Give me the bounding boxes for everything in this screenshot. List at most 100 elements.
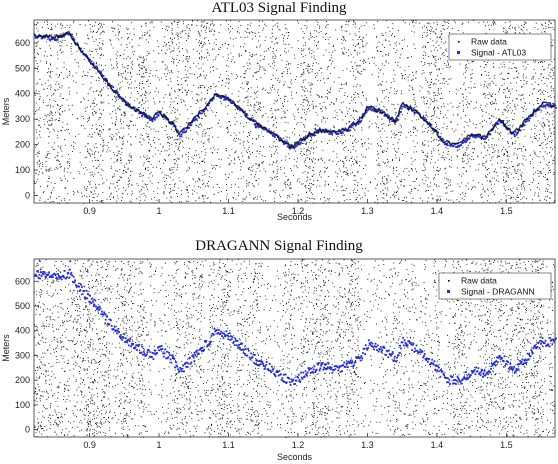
signal-point <box>267 368 270 370</box>
signal-point <box>80 283 82 286</box>
signal-point <box>203 340 206 342</box>
signal-point <box>497 356 500 359</box>
signal-point <box>272 135 275 137</box>
signal-point <box>433 360 436 363</box>
signal-point <box>143 353 146 355</box>
y-tick-label: 100 <box>15 400 30 410</box>
signal-point <box>139 111 142 113</box>
signal-point <box>536 346 539 348</box>
signal-point <box>148 115 150 118</box>
signal-point <box>367 339 370 342</box>
signal-point <box>396 356 398 359</box>
signal-point <box>480 370 483 373</box>
signal-point <box>401 105 404 108</box>
signal-point <box>479 371 481 374</box>
signal-point <box>259 360 261 362</box>
signal-point <box>190 361 193 364</box>
signal-point <box>413 111 416 114</box>
signal-point <box>439 375 442 378</box>
signal-point <box>357 123 360 125</box>
signal-point <box>180 370 183 373</box>
signal-point <box>422 356 425 359</box>
signal-point <box>474 373 477 376</box>
axes-frame <box>33 19 556 204</box>
signal-point <box>37 270 39 272</box>
signal-point <box>279 137 281 139</box>
signal-point <box>247 349 250 352</box>
signal-point <box>179 367 182 369</box>
chart-dragann: 0 100 200 300 400 500 600 0.9 1 1.1 1.2 1.3 1.4 1.5 Se… <box>1 258 557 462</box>
signal-point <box>349 129 352 132</box>
signal-point <box>88 301 91 303</box>
signal-point <box>110 325 113 327</box>
signal-point <box>397 119 399 121</box>
signal-point <box>437 131 439 134</box>
signal-point <box>441 137 444 140</box>
signal-point <box>254 363 257 365</box>
signal-point <box>200 112 202 115</box>
signal-point <box>300 376 303 379</box>
signal-point <box>540 105 543 108</box>
signal-point <box>141 345 144 348</box>
signal-point <box>286 145 289 148</box>
signal-point <box>66 32 69 34</box>
signal-point <box>402 105 405 108</box>
signal-point <box>368 342 371 345</box>
signal-point <box>542 341 545 344</box>
signal-point <box>40 275 43 277</box>
signal-point <box>74 279 76 282</box>
signal-point <box>341 131 344 134</box>
signal-point <box>255 123 258 125</box>
signal-point <box>350 126 353 129</box>
signal-point <box>134 346 137 349</box>
signal-point <box>159 345 161 348</box>
signal-point <box>238 344 240 346</box>
signal-point <box>312 368 315 371</box>
signal-point <box>72 280 74 283</box>
signal-point <box>423 353 426 355</box>
signal-point <box>110 85 113 87</box>
signal-point <box>60 276 62 278</box>
signal-point <box>126 341 129 344</box>
signal-point <box>281 377 284 380</box>
signal-point <box>255 359 258 362</box>
signal-point <box>540 340 543 343</box>
signal-point <box>393 359 396 362</box>
signal-point <box>321 362 324 364</box>
signal-point <box>308 369 311 371</box>
signal-point <box>80 47 82 50</box>
signal-point <box>404 341 407 344</box>
signal-point <box>182 364 185 367</box>
signal-point <box>296 375 299 378</box>
signal-point <box>516 132 518 135</box>
signal-point <box>464 371 467 373</box>
signal-point <box>288 377 290 380</box>
x-tick-label: 1.1 <box>222 206 235 216</box>
legend-label-raw: Raw data <box>461 276 497 286</box>
signal-point <box>99 307 102 310</box>
signal-point <box>456 146 459 148</box>
signal-point <box>547 343 550 346</box>
signal-point <box>542 105 545 108</box>
signal-point <box>520 360 523 363</box>
signal-point <box>101 310 103 313</box>
x-tick-label: 0.9 <box>83 206 96 216</box>
signal-point <box>215 95 218 97</box>
signal-point <box>173 358 176 360</box>
signal-point <box>329 368 332 371</box>
signal-point <box>155 113 158 116</box>
signal-point <box>379 345 382 348</box>
signal-point <box>419 348 422 351</box>
signal-point <box>429 125 431 127</box>
signal-point <box>300 371 302 374</box>
signal-point <box>76 42 79 44</box>
signal-point <box>414 347 416 350</box>
signal-point <box>421 350 424 353</box>
signal-point <box>212 97 215 100</box>
signal-point <box>35 274 38 277</box>
y-tick-label: 100 <box>15 165 30 175</box>
signal-point <box>398 351 401 354</box>
signal-point <box>151 356 153 358</box>
signal-point <box>530 349 533 351</box>
